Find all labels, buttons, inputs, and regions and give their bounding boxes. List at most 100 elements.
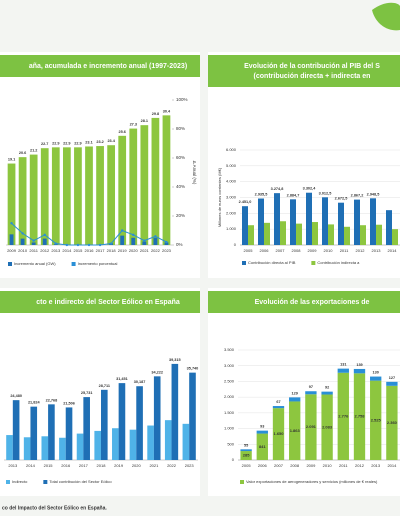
bar — [20, 238, 25, 245]
bar — [392, 229, 398, 245]
bar — [289, 397, 301, 402]
x-tick-label: 2007 — [274, 463, 284, 468]
bar — [85, 146, 93, 245]
data-label: 1.650 — [273, 431, 284, 436]
bar — [107, 145, 116, 245]
legend-swatch — [311, 261, 316, 265]
bar — [23, 437, 31, 460]
bar — [296, 223, 302, 245]
data-label: 34,222 — [151, 370, 163, 374]
x-tick-label: 2019 — [118, 248, 128, 253]
data-label: 139 — [356, 363, 362, 367]
x-tick-label: 2015 — [73, 248, 83, 253]
bar — [151, 117, 160, 245]
data-label: 97 — [309, 385, 313, 389]
data-label: 2.884,7 — [287, 193, 300, 197]
bar — [171, 363, 179, 460]
x-tick-label: 2011 — [29, 248, 38, 253]
bar — [274, 193, 280, 245]
legend-label: Indirecto — [12, 479, 28, 484]
x-tick-label: 2010 — [18, 248, 28, 253]
chart-title: cto e indirecto del Sector Eólico en Esp… — [36, 299, 180, 306]
x-tick-label: 2008 — [290, 463, 300, 468]
bar — [338, 202, 344, 245]
x-tick-label: 2012 — [40, 248, 50, 253]
y-tick-label: 5.000 — [226, 163, 237, 168]
data-label: 2.360 — [387, 420, 398, 425]
legend-label: Valor exportaciones de aerogeneradores y… — [246, 479, 378, 484]
bar — [256, 433, 268, 460]
data-label: 28.1 — [141, 119, 148, 123]
bar — [96, 146, 104, 245]
bar — [164, 420, 172, 460]
data-label: 31,451 — [116, 377, 128, 381]
data-label: 1.863 — [290, 428, 301, 433]
bar — [40, 148, 49, 245]
x-tick-label: 2015 — [44, 463, 54, 468]
y-axis-label: Millones de euros corrientes (M€) — [217, 167, 222, 227]
y-tick-label: 1.000 — [224, 426, 235, 431]
y-tick-label: 0 — [234, 242, 237, 247]
bar — [354, 199, 360, 245]
bar — [153, 237, 158, 245]
data-label: 131 — [340, 363, 346, 367]
bar — [353, 373, 366, 460]
legend-swatch — [8, 262, 12, 266]
leaf-icon — [372, 2, 400, 31]
x-tick-label: 2016 — [85, 248, 95, 253]
y-tick-label: 2.000 — [226, 210, 237, 215]
x-tick-label: 2010 — [323, 463, 333, 468]
data-label: 39,315 — [169, 358, 181, 362]
data-label: 24,480 — [10, 394, 22, 398]
data-label: 21,506 — [63, 401, 75, 405]
bar — [337, 372, 349, 460]
y-tick-label: 3.500 — [224, 347, 235, 352]
data-label: 29.8 — [152, 112, 159, 116]
data-label: 2.867,2 — [351, 194, 364, 198]
bar — [280, 221, 286, 245]
x-tick-label: 2013 — [8, 463, 18, 468]
bar — [65, 407, 73, 460]
data-label: 92 — [325, 386, 329, 390]
bar — [142, 241, 147, 245]
x-tick-label: 2023 — [185, 463, 195, 468]
legend-label: Contribución directa al PIB — [248, 260, 296, 265]
data-label: 27.3 — [130, 123, 137, 127]
bar — [256, 430, 268, 434]
x-tick-label: 2017 — [96, 248, 106, 253]
data-label: 20.6 — [19, 151, 26, 155]
y-tick-label: 4.000 — [226, 179, 237, 184]
legend-swatch — [242, 261, 246, 265]
data-label: 22.9 — [52, 141, 59, 145]
panel — [208, 288, 400, 496]
x-tick-label: 2019 — [114, 463, 124, 468]
bar — [272, 408, 285, 460]
data-label: 130 — [373, 371, 379, 375]
data-label: 25,731 — [81, 391, 93, 395]
bar — [76, 433, 84, 460]
bar — [386, 385, 398, 460]
bar — [29, 154, 38, 245]
bar — [94, 430, 101, 460]
bar — [140, 125, 149, 245]
bar — [153, 376, 161, 460]
x-tick-label: 2012 — [356, 248, 366, 253]
data-label: 841 — [259, 444, 266, 449]
legend-label: Incremento porcentual — [78, 261, 118, 266]
data-label: 3.012,5 — [319, 191, 332, 195]
bar — [258, 198, 264, 245]
bar — [6, 435, 13, 460]
x-tick-label: 2013 — [372, 248, 382, 253]
legend-label: Total contribución del Sector Eólico — [49, 479, 112, 484]
y-tick-label: 3.000 — [224, 363, 235, 368]
bar — [59, 437, 66, 460]
data-label: 22.7 — [41, 142, 48, 146]
y-tick-label: 3.000 — [226, 195, 237, 200]
y-tick-label: 2.000 — [224, 394, 235, 399]
x-tick-label: 2020 — [129, 248, 139, 253]
bar — [290, 199, 296, 245]
data-label: 19.1 — [8, 158, 15, 162]
data-label: 2.525 — [371, 417, 382, 422]
y2-tick-label: 20% — [176, 213, 185, 218]
